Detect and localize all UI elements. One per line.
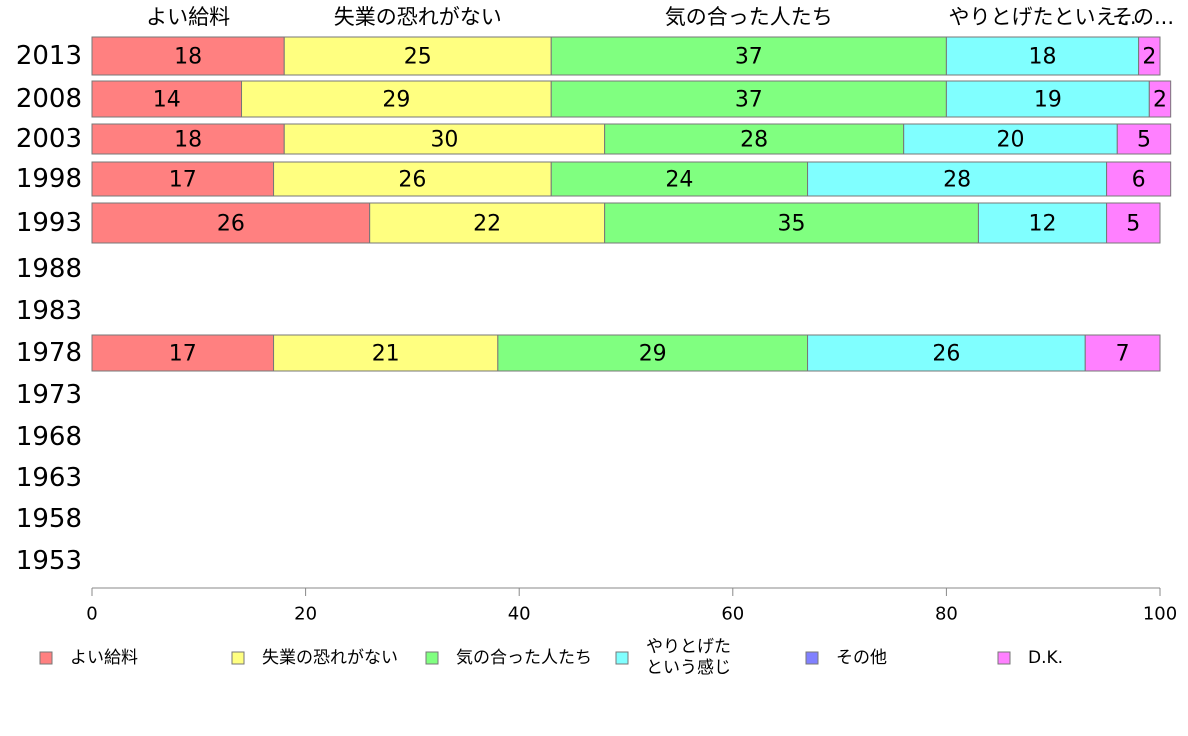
bar-segment <box>241 80 552 118</box>
bar-segment <box>550 80 947 118</box>
y-tick-label: 1973 <box>16 380 82 410</box>
data-label: 26 <box>932 342 960 367</box>
x-axis: 0 20 40 60 80 100 <box>86 587 1177 625</box>
y-tick-label: 1968 <box>16 422 82 452</box>
y-tick-label: 1993 <box>16 208 82 238</box>
data-label: 37 <box>735 88 763 113</box>
data-label: 5 <box>1137 128 1151 153</box>
bar-segment <box>604 202 979 244</box>
x-tick-label: 80 <box>935 604 958 625</box>
top-category-label: よい給料 <box>146 5 230 29</box>
y-tick-label: 2003 <box>16 124 82 154</box>
data-label: 37 <box>735 45 763 70</box>
data-label: 25 <box>404 45 432 70</box>
bar-segment <box>91 123 285 155</box>
bar-segment <box>1138 36 1161 76</box>
legend-label: 失業の恐れがない <box>262 648 398 668</box>
data-label: 28 <box>943 168 971 193</box>
y-tick-label: 1988 <box>16 254 82 284</box>
y-tick-label: 1963 <box>16 463 82 493</box>
top-category-label: 気の合った人たち <box>665 5 833 29</box>
bar-segment <box>807 334 1086 372</box>
data-label: 18 <box>174 45 202 70</box>
bar-segment <box>91 80 243 118</box>
y-axis-year-labels: 2013 2008 2003 1998 1993 1988 1983 1978 1973 1968… <box>16 41 82 576</box>
legend-label: やりとげた <box>646 637 731 657</box>
y-tick-label: 1958 <box>16 504 82 534</box>
top-category-label: その... <box>1112 5 1174 29</box>
data-label: 17 <box>169 342 197 367</box>
top-category-label: 失業の恐れがない <box>334 5 502 29</box>
bar-segment <box>1084 334 1161 372</box>
bar-segment <box>1106 202 1161 244</box>
top-category-labels: よい給料 失業の恐れがない 気の合った人たち やりとげたといえ...その... <box>146 5 1174 29</box>
bar-segment <box>945 36 1140 76</box>
legend-swatch <box>425 651 439 665</box>
data-label: 19 <box>1034 88 1062 113</box>
data-label: 12 <box>1029 212 1057 237</box>
legend-swatch <box>615 651 629 665</box>
data-label: 22 <box>473 212 501 237</box>
data-label: 18 <box>174 128 202 153</box>
data-label: 14 <box>153 88 181 113</box>
bar-segment <box>550 36 947 76</box>
bar-segment <box>497 334 809 372</box>
legend-label: 気の合った人たち <box>456 648 592 668</box>
bar-segment <box>945 80 1150 118</box>
y-tick-label: 2013 <box>16 41 82 71</box>
bars-layer: 18 25 37 18 2 14 29 37 19 2 18 30 28 20 5 17 26 24 28 6 26 22… <box>91 36 1172 372</box>
y-tick-label: 1998 <box>16 164 82 194</box>
data-label: 20 <box>996 128 1024 153</box>
bar-segment <box>91 161 275 197</box>
bar-segment <box>91 334 275 372</box>
legend-label: D.K. <box>1028 648 1063 668</box>
x-tick-label: 100 <box>1143 604 1177 625</box>
data-label: 30 <box>430 128 458 153</box>
data-label: 24 <box>665 168 693 193</box>
data-label: 35 <box>778 212 806 237</box>
legend-swatch <box>231 651 245 665</box>
bar-segment <box>1116 123 1172 155</box>
bar-segment <box>903 123 1118 155</box>
data-label: 18 <box>1029 45 1057 70</box>
legend-label: よい給料 <box>70 648 138 668</box>
y-tick-label: 2008 <box>16 84 82 114</box>
x-tick-label: 60 <box>721 604 744 625</box>
data-label: 6 <box>1132 168 1146 193</box>
bar-segment <box>1106 161 1172 197</box>
data-label: 29 <box>382 88 410 113</box>
y-tick-label: 1978 <box>16 338 82 368</box>
data-label: 26 <box>398 168 426 193</box>
legend-label: という感じ <box>646 658 731 678</box>
data-label: 2 <box>1153 88 1167 113</box>
y-tick-label: 1953 <box>16 546 82 576</box>
x-tick-label: 0 <box>86 604 97 625</box>
data-label: 29 <box>639 342 667 367</box>
legend-swatch <box>39 651 53 665</box>
bar-segment <box>283 36 552 76</box>
bar-segment <box>283 123 606 155</box>
legend-label: その他 <box>836 648 887 668</box>
legend-swatch <box>805 651 819 665</box>
data-label: 28 <box>740 128 768 153</box>
bar-segment <box>807 161 1108 197</box>
data-label: 26 <box>217 212 245 237</box>
bar-segment <box>604 123 905 155</box>
top-category-label: やりとげたといえ... <box>949 5 1137 29</box>
data-label: 7 <box>1116 342 1130 367</box>
bar-segment <box>1148 80 1172 118</box>
data-label: 21 <box>372 342 400 367</box>
data-label: 17 <box>169 168 197 193</box>
data-label: 5 <box>1126 212 1140 237</box>
bar-segment <box>91 36 285 76</box>
y-tick-label: 1983 <box>16 296 82 326</box>
x-tick-label: 40 <box>508 604 531 625</box>
legend-swatch <box>997 651 1011 665</box>
x-tick-label: 20 <box>294 604 317 625</box>
data-label: 2 <box>1142 45 1156 70</box>
